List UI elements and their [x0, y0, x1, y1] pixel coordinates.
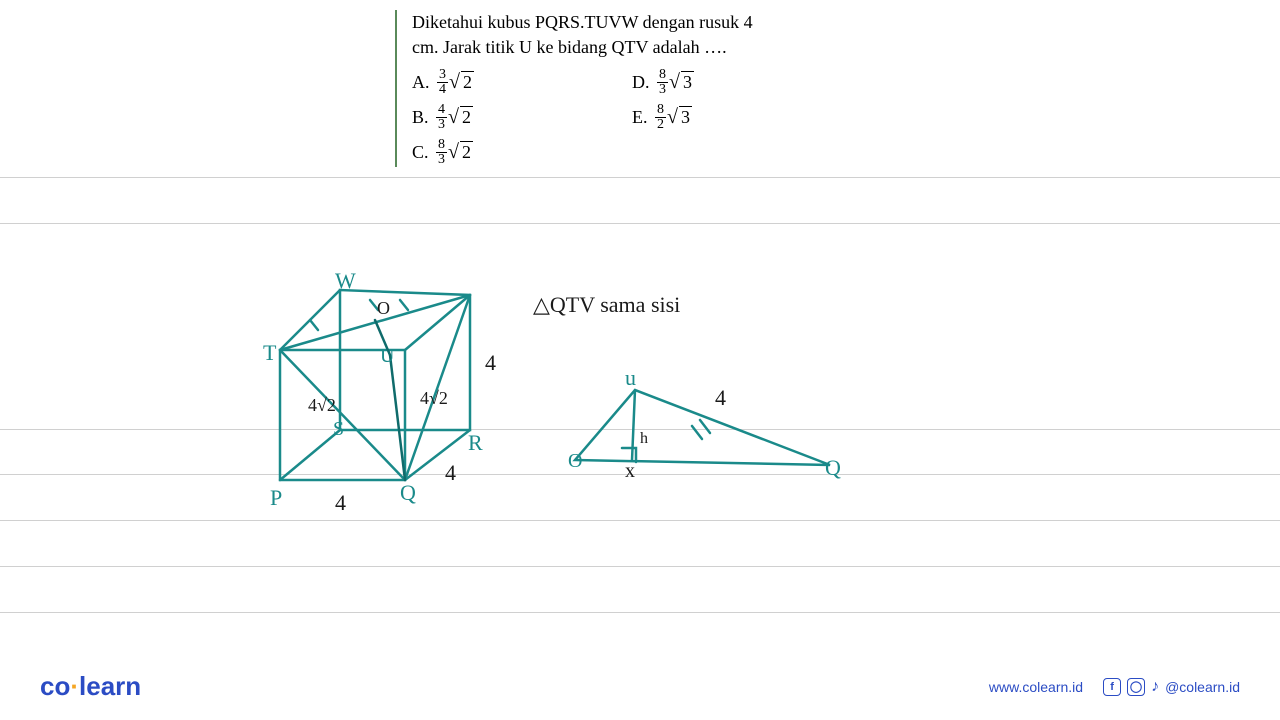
- label-x: x: [625, 460, 635, 483]
- label-U: U: [380, 345, 394, 368]
- label-4r2b: 4√2: [420, 388, 448, 409]
- label-T: T: [263, 340, 276, 366]
- logo: co·learn: [40, 671, 141, 702]
- label-4r2a: 4√2: [308, 395, 336, 416]
- social-icons: f ◯ ♪ @colearn.id: [1103, 678, 1240, 696]
- label-S: S: [333, 418, 344, 441]
- label-Q2: Q: [825, 455, 841, 481]
- footer: co·learn www.colearn.id f ◯ ♪ @colearn.i…: [0, 671, 1280, 702]
- label-R: R: [468, 430, 483, 456]
- tiktok-icon: ♪: [1151, 678, 1159, 696]
- sketch-canvas: [0, 0, 1280, 720]
- label-4b: 4: [445, 460, 456, 486]
- label-P: P: [270, 485, 282, 511]
- note-triangle: △QTV sama sisi: [533, 292, 680, 318]
- label-O: O: [377, 298, 390, 319]
- label-4a: 4: [335, 490, 346, 516]
- facebook-icon: f: [1103, 678, 1121, 696]
- label-W: W: [335, 268, 356, 294]
- instagram-icon: ◯: [1127, 678, 1145, 696]
- label-4e: 4: [715, 385, 726, 411]
- label-Q: Q: [400, 480, 416, 506]
- label-h: h: [640, 430, 648, 448]
- label-O2: O: [568, 450, 582, 473]
- label-4c: 4: [485, 350, 496, 376]
- social-handle: @colearn.id: [1165, 679, 1240, 695]
- label-u2: u: [625, 365, 636, 391]
- footer-url: www.colearn.id: [989, 679, 1083, 695]
